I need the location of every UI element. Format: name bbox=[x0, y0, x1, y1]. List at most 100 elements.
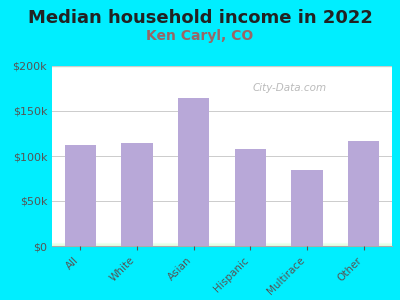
Bar bbox=[122, 142, 152, 246]
Bar bbox=[52, 237, 392, 244]
Bar bbox=[52, 100, 392, 243]
Bar bbox=[52, 158, 392, 243]
Bar bbox=[52, 223, 392, 244]
Bar bbox=[52, 98, 392, 243]
Bar bbox=[52, 93, 392, 243]
Bar bbox=[52, 70, 392, 242]
Bar bbox=[52, 116, 392, 243]
Bar bbox=[52, 172, 392, 244]
Bar bbox=[52, 192, 392, 244]
Bar bbox=[52, 226, 392, 244]
Bar bbox=[52, 111, 392, 243]
Bar bbox=[235, 149, 266, 246]
Bar bbox=[65, 145, 96, 246]
Bar bbox=[52, 167, 392, 243]
Bar bbox=[52, 181, 392, 244]
Bar bbox=[52, 143, 392, 243]
Bar bbox=[52, 217, 392, 244]
Bar bbox=[52, 122, 392, 243]
Bar bbox=[52, 75, 392, 242]
Bar bbox=[52, 224, 392, 244]
Bar bbox=[52, 142, 392, 243]
Bar bbox=[178, 98, 209, 246]
Bar bbox=[52, 147, 392, 243]
Bar bbox=[52, 107, 392, 243]
Bar bbox=[52, 160, 392, 243]
Bar bbox=[52, 154, 392, 243]
Bar bbox=[52, 179, 392, 244]
Bar bbox=[52, 136, 392, 243]
Bar bbox=[52, 212, 392, 244]
Bar bbox=[52, 125, 392, 243]
Bar bbox=[52, 149, 392, 243]
Bar bbox=[65, 145, 96, 246]
Bar bbox=[52, 82, 392, 243]
Bar bbox=[52, 71, 392, 242]
Bar bbox=[52, 134, 392, 243]
Bar bbox=[52, 86, 392, 243]
Bar bbox=[52, 244, 392, 246]
Bar bbox=[292, 169, 322, 246]
Bar bbox=[52, 205, 392, 244]
Bar bbox=[52, 197, 392, 244]
Bar bbox=[52, 84, 392, 243]
Bar bbox=[52, 140, 392, 243]
Bar bbox=[52, 199, 392, 244]
Bar bbox=[52, 169, 392, 243]
Bar bbox=[52, 241, 392, 244]
Bar bbox=[52, 127, 392, 243]
Bar bbox=[52, 228, 392, 244]
Bar bbox=[52, 190, 392, 244]
Bar bbox=[235, 149, 266, 246]
Bar bbox=[52, 232, 392, 244]
Bar bbox=[52, 88, 392, 243]
Bar bbox=[52, 219, 392, 244]
Bar bbox=[52, 97, 392, 243]
Bar bbox=[178, 98, 209, 246]
Bar bbox=[52, 201, 392, 244]
Bar bbox=[52, 187, 392, 244]
Bar bbox=[52, 95, 392, 243]
Bar bbox=[52, 210, 392, 244]
Bar bbox=[52, 170, 392, 243]
Bar bbox=[52, 242, 392, 244]
Bar bbox=[52, 194, 392, 244]
Bar bbox=[52, 124, 392, 243]
Text: City-Data.com: City-Data.com bbox=[253, 82, 327, 93]
Bar bbox=[52, 203, 392, 244]
Bar bbox=[52, 104, 392, 243]
Text: Median household income in 2022: Median household income in 2022 bbox=[28, 9, 372, 27]
Bar bbox=[52, 151, 392, 243]
Bar bbox=[52, 208, 392, 244]
Bar bbox=[52, 80, 392, 242]
Bar bbox=[52, 109, 392, 243]
Bar bbox=[52, 165, 392, 243]
Bar bbox=[348, 141, 379, 246]
Bar bbox=[52, 115, 392, 243]
Bar bbox=[52, 206, 392, 244]
Bar bbox=[52, 214, 392, 244]
Bar bbox=[52, 156, 392, 243]
Bar bbox=[52, 113, 392, 243]
Bar bbox=[52, 77, 392, 242]
Bar bbox=[52, 129, 392, 243]
Bar bbox=[52, 145, 392, 243]
Bar bbox=[52, 235, 392, 244]
Bar bbox=[52, 152, 392, 243]
Bar bbox=[52, 233, 392, 244]
Bar bbox=[122, 142, 152, 246]
Bar bbox=[52, 185, 392, 244]
Bar bbox=[52, 131, 392, 243]
Bar bbox=[52, 215, 392, 244]
Bar bbox=[52, 174, 392, 244]
Bar bbox=[52, 178, 392, 244]
Bar bbox=[52, 73, 392, 242]
Bar bbox=[52, 89, 392, 243]
Bar bbox=[52, 221, 392, 244]
Bar bbox=[292, 169, 322, 246]
Bar bbox=[52, 68, 392, 242]
Bar bbox=[52, 188, 392, 244]
Bar bbox=[52, 230, 392, 244]
Bar bbox=[52, 183, 392, 244]
Bar bbox=[348, 141, 379, 246]
